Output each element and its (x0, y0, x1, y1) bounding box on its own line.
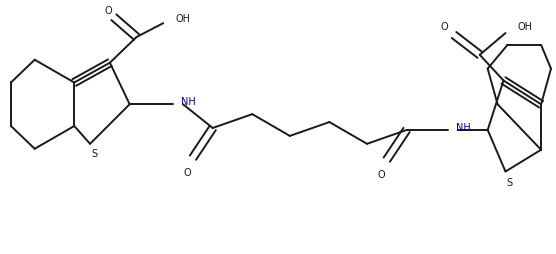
Text: S: S (91, 149, 97, 159)
Text: NH: NH (181, 97, 195, 107)
Text: NH: NH (455, 123, 470, 133)
Text: S: S (507, 178, 513, 188)
Text: O: O (377, 170, 385, 180)
Text: O: O (183, 168, 191, 179)
Text: O: O (104, 6, 112, 16)
Text: OH: OH (176, 14, 191, 24)
Text: OH: OH (518, 22, 533, 32)
Text: O: O (440, 22, 448, 32)
